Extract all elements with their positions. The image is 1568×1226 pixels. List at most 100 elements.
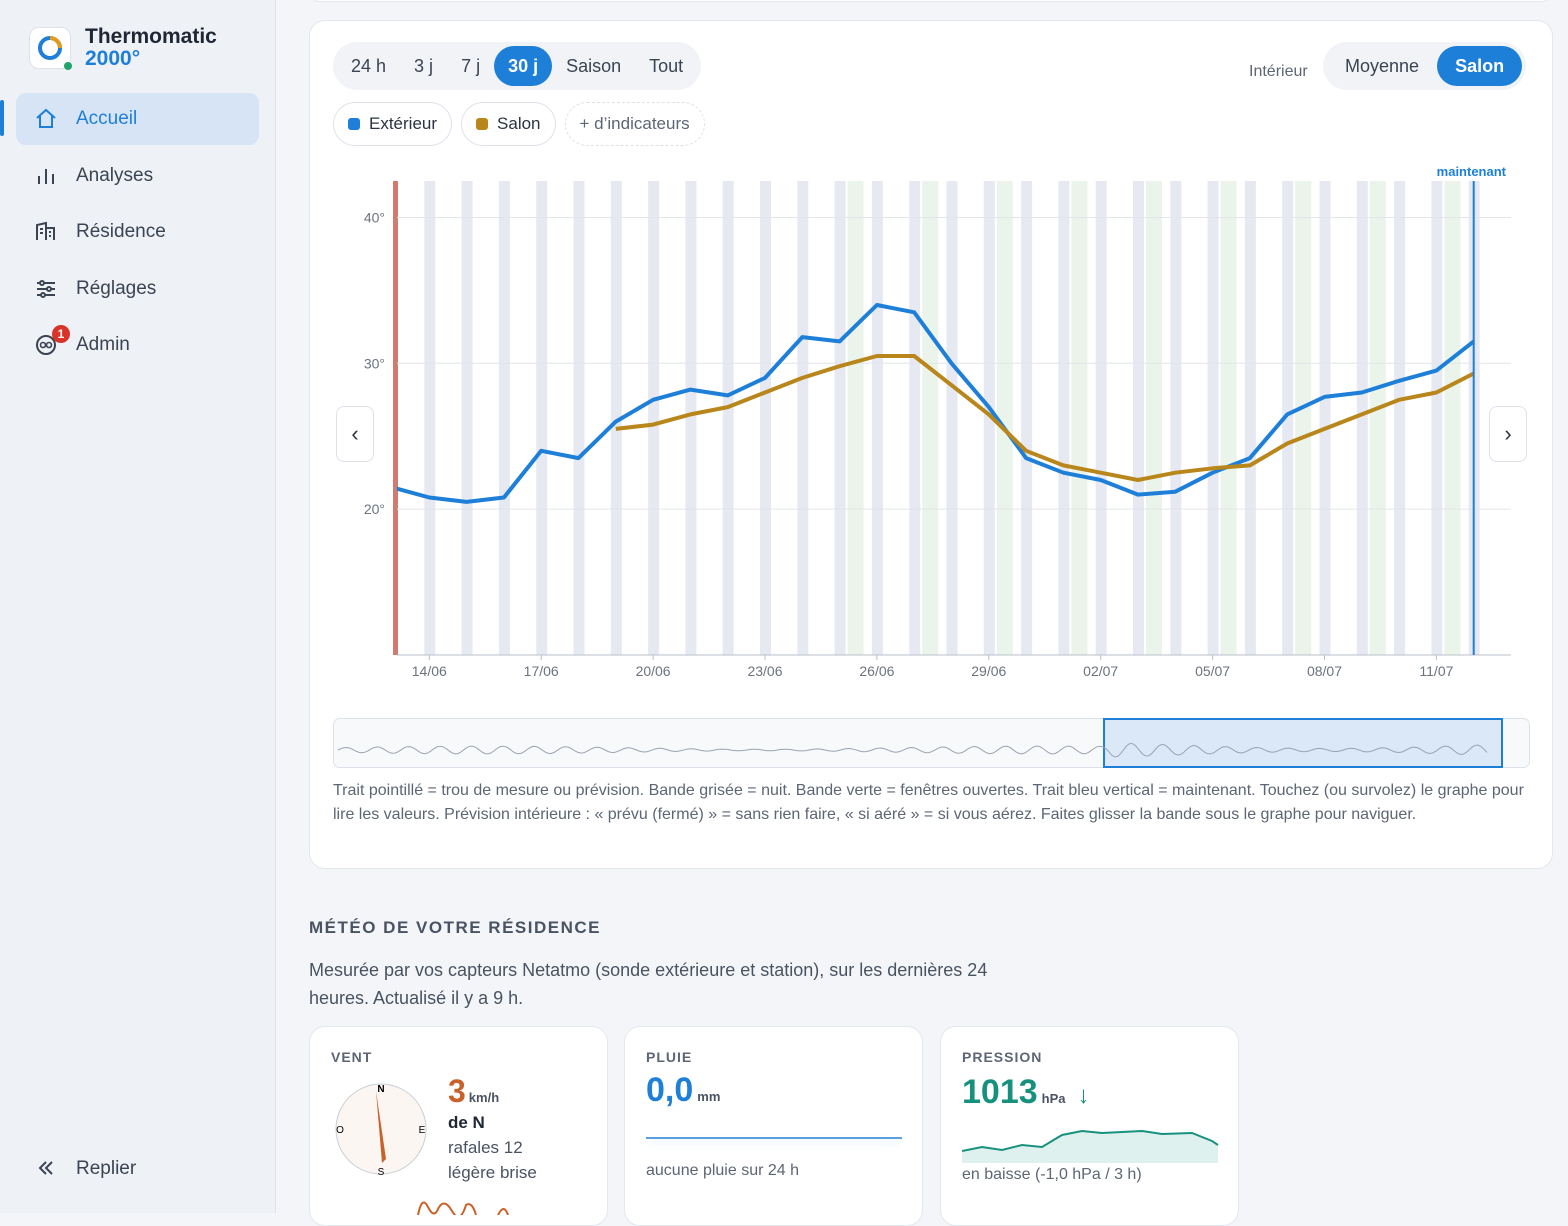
- night-band: [871, 181, 883, 655]
- compass-e: E: [419, 1125, 426, 1136]
- wind-card: VENT N E S O 3 km/h de N rafales 12 légèr…: [309, 1026, 608, 1226]
- wind-value: 3 km/h: [448, 1073, 499, 1110]
- nav-item[interactable]: Réglages: [16, 263, 259, 315]
- collapse-label: Replier: [76, 1158, 137, 1179]
- chart: 20° 30° 40° 14/06 17/06 20/06 23/06 26/06 29/06 0…: [364, 164, 1511, 679]
- previous-card: [309, 0, 1553, 2]
- nav-label: Réglages: [76, 277, 157, 299]
- night-band: [1170, 181, 1182, 655]
- range-tab[interactable]: 30 j: [494, 46, 553, 86]
- rain-unit: mm: [697, 1089, 721, 1104]
- night-band: [909, 181, 921, 655]
- wind-direction: de N: [448, 1113, 485, 1132]
- active-indicator: [0, 100, 4, 136]
- nav-icon: [36, 335, 56, 355]
- legend-chip[interactable]: Salon: [461, 102, 556, 146]
- compass-n: N: [377, 1084, 384, 1095]
- night-band: [424, 181, 436, 655]
- wind-sparkline: [417, 1201, 509, 1215]
- range-tabs: 24 h 3 j 7 j 30 j Saison Tout: [333, 42, 702, 90]
- x-tick-label: 02/07: [1083, 663, 1118, 679]
- brand-sub: 2000°: [85, 47, 141, 70]
- mode-tab[interactable]: Salon: [1437, 46, 1523, 86]
- logo: [29, 27, 72, 70]
- prev-button[interactable]: ‹: [336, 406, 374, 462]
- x-tick-label: 17/06: [524, 663, 559, 679]
- night-band: [610, 181, 622, 655]
- range-tab[interactable]: 24 h: [351, 55, 387, 76]
- collapse-icon: [38, 1161, 53, 1175]
- compass: N E S O: [335, 1083, 427, 1178]
- nav-icon: [37, 279, 55, 298]
- nav-item[interactable]: Résidence: [16, 206, 259, 258]
- x-tick-label: 23/06: [747, 663, 782, 679]
- badge: 1: [52, 325, 70, 343]
- legend-swatch: [348, 118, 360, 130]
- night-band: [1394, 181, 1406, 655]
- navigator-window: [1103, 718, 1503, 768]
- wind-description: légère brise: [448, 1163, 537, 1182]
- range-tab[interactable]: Tout: [649, 55, 684, 76]
- mode-tab[interactable]: Moyenne: [1345, 55, 1420, 76]
- rain-label: PLUIE: [646, 1049, 693, 1065]
- y-tick-label: 30°: [364, 355, 385, 371]
- night-band: [461, 181, 473, 655]
- pressure-note: en baisse (-1,0 hPa / 3 h): [962, 1166, 1142, 1183]
- wind-unit: km/h: [468, 1090, 500, 1105]
- wind-speed: 3: [448, 1073, 466, 1109]
- x-tick-label: 29/06: [971, 663, 1006, 679]
- pressure-unit: hPa: [1041, 1091, 1066, 1106]
- night-band: [648, 181, 660, 655]
- range-tab[interactable]: Saison: [566, 55, 622, 76]
- interior-toggle: Moyenne Salon: [1323, 42, 1527, 90]
- next-button[interactable]: ›: [1489, 406, 1527, 462]
- nav-label: Analyses: [76, 164, 154, 186]
- pressure-label: PRESSION: [962, 1049, 1043, 1065]
- nav-label: Résidence: [76, 221, 166, 242]
- pressure-value: 1013 hPa ↓: [962, 1073, 1089, 1112]
- nav-item[interactable]: Accueil: [16, 93, 259, 145]
- window-band: [922, 181, 939, 655]
- night-band: [1207, 181, 1219, 655]
- rain-card: PLUIE 0,0 mm aucune pluie sur 24 h: [624, 1026, 923, 1226]
- night-band: [834, 181, 846, 655]
- comfort-scale: [393, 181, 398, 655]
- night-band: [1244, 181, 1256, 655]
- compass-o: O: [336, 1125, 344, 1136]
- night-band: [1319, 181, 1331, 655]
- pressure-card: PRESSION 1013 hPa ↓ en baisse (-1,0 hPa / …: [940, 1026, 1239, 1226]
- brand: Thermomatic: [85, 25, 217, 48]
- window-band: [1220, 181, 1237, 655]
- range-tab[interactable]: 7 j: [461, 55, 481, 76]
- navigator-wave: [337, 742, 1488, 758]
- legend: Extérieur Salon + d’indicateurs: [333, 102, 705, 146]
- nav-item[interactable]: Analyses: [16, 150, 259, 202]
- legend-label: Salon: [497, 114, 541, 133]
- add-indicator[interactable]: + d’indicateurs: [564, 102, 705, 146]
- night-band: [797, 181, 809, 655]
- rain-amount: 0,0: [646, 1071, 694, 1109]
- chart-caption: Trait pointillé = trou de mesure ou prév…: [333, 782, 1524, 823]
- night-band: [1356, 181, 1368, 655]
- legend-chip[interactable]: Extérieur: [333, 102, 453, 146]
- night-band: [1431, 181, 1443, 655]
- x-tick-label: 26/06: [859, 663, 894, 679]
- pressure-amount: 1013: [962, 1073, 1038, 1111]
- section-description: Mesurée par vos capteurs Netatmo (sonde …: [309, 960, 988, 1008]
- nav-icon: [36, 108, 56, 128]
- night-band: [722, 181, 734, 655]
- night-band: [1095, 181, 1107, 655]
- window-band: [1295, 181, 1312, 655]
- range-tab[interactable]: 3 j: [414, 55, 434, 76]
- sidebar: Thermomatic 2000° Accueil Analyses Résiden…: [0, 0, 276, 1213]
- window-band: [1369, 181, 1386, 655]
- nav-item[interactable]: Admin 1: [16, 319, 259, 371]
- y-tick-label: 20°: [364, 501, 385, 517]
- now-label: maintenant: [1437, 164, 1507, 179]
- night-band: [1133, 181, 1144, 655]
- collapse-button[interactable]: Replier: [28, 1154, 258, 1184]
- night-band: [498, 181, 510, 655]
- window-band: [1071, 181, 1088, 655]
- navigator[interactable]: [333, 718, 1530, 768]
- pressure-sparkline: [962, 1129, 1219, 1163]
